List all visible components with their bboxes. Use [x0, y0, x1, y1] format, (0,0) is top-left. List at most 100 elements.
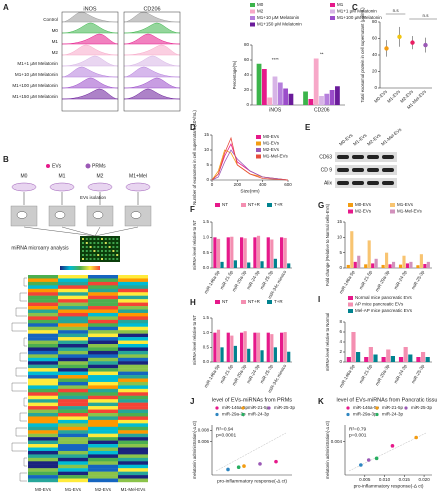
- heatmap-cell: [118, 368, 148, 372]
- legend-swatch: [250, 9, 255, 14]
- heatmap-cell: [58, 357, 88, 362]
- microarray-spot: [85, 242, 88, 244]
- heatmap-cell: [118, 371, 148, 376]
- heatmap-cell: [58, 385, 88, 390]
- cell: [16, 211, 28, 219]
- bar: [283, 88, 289, 105]
- bar: [386, 349, 391, 362]
- microarray-spot: [108, 238, 111, 240]
- heatmap-cell: [28, 381, 58, 386]
- microarray-spot: [116, 246, 119, 248]
- blot-band: [337, 155, 349, 159]
- heatmap-cell: [118, 444, 148, 448]
- microarray-spot: [93, 250, 96, 252]
- y-tick-label: 80: [372, 19, 378, 24]
- y-tick-label: 15: [337, 219, 343, 224]
- dendrogram: [23, 397, 27, 407]
- heatmap-cell: [28, 409, 58, 414]
- legend-swatch: [256, 141, 261, 146]
- heatmap-cell: [28, 275, 58, 279]
- heatmap-cell: [28, 385, 58, 390]
- y-tick-label: 80: [244, 42, 250, 47]
- legend-swatch: [348, 302, 353, 307]
- heatmap-cell: [58, 344, 88, 348]
- bar: [256, 235, 261, 268]
- heatmap-cell: [58, 306, 88, 310]
- annotation: n.s: [422, 13, 429, 18]
- heatmap-cell: [58, 409, 88, 414]
- microarray-spot: [104, 246, 107, 248]
- bar: [398, 357, 404, 362]
- microarray-spot: [97, 258, 100, 260]
- ev-icon: [46, 164, 50, 168]
- heatmap-cell: [58, 402, 88, 407]
- legend-label: miR-24-3p: [248, 412, 270, 417]
- legend-label: NT: [222, 299, 228, 304]
- microarray-spot: [89, 246, 92, 248]
- bar: [277, 82, 283, 105]
- heatmap-cell: [28, 333, 58, 338]
- legend-label: NT: [222, 202, 228, 207]
- bar: [373, 354, 378, 362]
- heatmap-cell: [58, 475, 88, 479]
- flow-histogram: [61, 22, 119, 34]
- heatmap-cell: [28, 285, 58, 289]
- microarray-spot: [85, 250, 88, 252]
- heatmap-cell: [28, 457, 58, 462]
- flow-histogram: [61, 44, 119, 56]
- y-tick-label: 0: [339, 265, 342, 270]
- heatmap-cell: [28, 357, 58, 362]
- heatmap-cell: [88, 444, 118, 448]
- bar: [408, 354, 413, 362]
- point: [226, 467, 230, 472]
- heatmap-cell: [28, 454, 58, 459]
- heatmap-column: M2-EVs: [95, 487, 112, 492]
- heatmap-cell: [58, 309, 88, 314]
- heatmap-cell: [88, 461, 118, 465]
- heatmap-cell: [58, 368, 88, 372]
- arrow: [94, 226, 139, 237]
- heatmap-cell: [88, 319, 118, 324]
- microarray-spot: [112, 250, 115, 252]
- y-tick-label: 6: [339, 329, 342, 334]
- blot-band: [352, 168, 364, 172]
- heatmap-cell: [58, 326, 88, 331]
- legend-label: miR-21-5p: [248, 405, 270, 410]
- legend-label: M1-Mel-EVs: [397, 209, 423, 214]
- heatmap-cell: [58, 388, 88, 393]
- heatmap-cell: [28, 423, 58, 427]
- microarray-spot: [116, 254, 119, 256]
- x-tick-label: 0.010: [379, 477, 391, 482]
- y-tick-label: 20: [372, 69, 378, 74]
- dish: [11, 182, 37, 192]
- y-axis-label: miRNA level relative to Normal: [325, 313, 330, 371]
- heatmap-cell: [118, 426, 148, 431]
- microarray-spot: [93, 238, 96, 240]
- flow-frame: [61, 11, 119, 112]
- heatmap-cell: [58, 464, 88, 469]
- legend-label: miR-146a-5p: [353, 405, 380, 410]
- microarray-spot: [104, 242, 107, 244]
- bar: [364, 264, 368, 268]
- legend-label: M0-EVs: [355, 202, 372, 207]
- heatmap-cell: [58, 454, 88, 459]
- heatmap-cell: [88, 344, 118, 348]
- microarray-spot: [112, 242, 115, 244]
- heatmap-cell: [118, 409, 148, 414]
- heatmap-cell: [88, 471, 118, 476]
- heatmap-cell: [28, 419, 58, 424]
- bar: [346, 357, 351, 362]
- legend-label: M1-Mel-EVs: [263, 154, 289, 159]
- legend-label: miR-29a-3p: [353, 412, 377, 417]
- legend-label: miR-24-3p: [382, 412, 404, 417]
- bar: [308, 99, 314, 105]
- bar: [353, 261, 357, 268]
- bar: [374, 258, 378, 268]
- y-tick-label: 40: [372, 52, 378, 57]
- microarray-spot: [116, 238, 119, 240]
- bar: [356, 352, 361, 362]
- microarray-spot: [116, 250, 119, 252]
- microarray-spot: [97, 250, 100, 252]
- microarray-spot: [89, 250, 92, 252]
- bar: [385, 252, 389, 268]
